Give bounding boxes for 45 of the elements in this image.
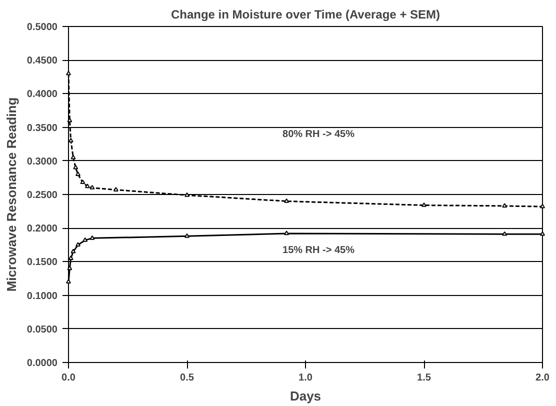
point [422,202,426,207]
point [67,118,72,122]
annotation: 15% RH -> 45% [282,245,355,256]
point [90,235,95,240]
x-tick-label: 1.0 [298,372,313,384]
point [113,186,118,192]
point [70,248,76,254]
x-axis-title: Days [290,388,322,404]
y-tick-label: 0.4500 [26,56,58,67]
x-tick-label: 1.5 [417,372,432,384]
y-tick-label: 0.1000 [26,290,58,302]
point [82,237,88,242]
point [75,172,80,176]
y-tick-label: 0.1500 [26,257,58,268]
point [540,204,545,208]
point [80,180,86,184]
y-tick-label: 0.3500 [26,122,58,134]
point [502,203,508,208]
x-tick-label: 0.0 [62,372,76,384]
y-tick-label: 0.0500 [26,324,58,336]
x-tick-label: 2.0 [536,372,550,384]
y-tick-label: 0.2000 [26,224,58,235]
point [70,154,76,160]
point [184,233,190,238]
point [84,184,90,188]
point [75,242,80,247]
point [73,164,78,170]
y-tick-label: 0.4000 [26,89,58,100]
y-tick-label: 0.3000 [26,156,58,168]
point [66,70,71,76]
chart-title: Change in Moisture over Time (Average + SEM) [170,8,440,22]
point [184,192,190,197]
point [66,279,71,284]
x-tick-label: 0.5 [180,372,194,384]
point [540,231,545,236]
y-tick-label: 0.2500 [26,190,58,201]
point [284,198,290,203]
y-axis-title: Microwave Resonance Reading [4,97,19,292]
point [284,230,290,236]
point [67,266,72,270]
annotation: 80% RH -> 45% [282,129,355,140]
y-tick-label: 0.0000 [26,358,58,369]
point [502,231,508,236]
point [90,184,95,190]
y-tick-label: 0.5000 [26,22,58,33]
